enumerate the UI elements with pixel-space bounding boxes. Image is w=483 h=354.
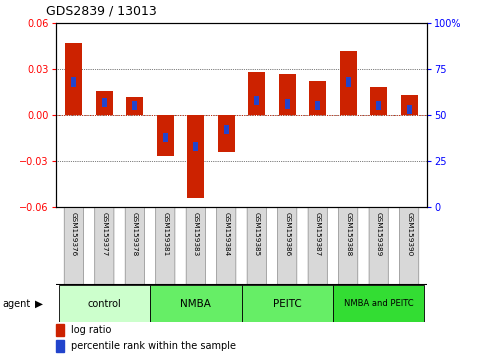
Bar	[401, 95, 417, 115]
Bar	[71, 77, 76, 86]
Bar	[163, 132, 168, 142]
Bar	[248, 72, 265, 115]
Text: GSM159384: GSM159384	[223, 212, 229, 256]
Text: GSM159378: GSM159378	[132, 212, 138, 256]
Bar	[346, 77, 351, 86]
Bar	[242, 285, 333, 322]
Bar	[376, 101, 381, 110]
Text: NMBA: NMBA	[180, 298, 211, 309]
Text: GSM159377: GSM159377	[101, 212, 107, 256]
Bar	[127, 97, 143, 115]
Bar	[157, 115, 174, 156]
Text: GSM159390: GSM159390	[406, 212, 412, 256]
Bar	[279, 74, 296, 115]
Text: GSM159383: GSM159383	[193, 212, 199, 256]
Bar	[96, 91, 113, 115]
Text: GDS2839 / 13013: GDS2839 / 13013	[46, 5, 156, 18]
Bar	[66, 43, 82, 115]
Text: GSM159389: GSM159389	[376, 212, 382, 256]
FancyBboxPatch shape	[247, 206, 266, 286]
FancyBboxPatch shape	[339, 206, 358, 286]
Bar	[187, 115, 204, 198]
FancyBboxPatch shape	[95, 206, 114, 286]
FancyBboxPatch shape	[308, 206, 327, 286]
Bar	[340, 51, 356, 115]
Bar	[370, 87, 387, 115]
Bar	[285, 99, 290, 109]
Bar	[309, 81, 326, 115]
Bar	[407, 105, 412, 114]
FancyBboxPatch shape	[369, 206, 388, 286]
FancyBboxPatch shape	[125, 206, 144, 286]
Bar	[56, 324, 64, 336]
Bar	[56, 340, 64, 353]
Text: log ratio: log ratio	[71, 325, 112, 336]
FancyBboxPatch shape	[186, 206, 205, 286]
Text: control: control	[87, 298, 121, 309]
Bar	[150, 285, 242, 322]
Bar	[224, 125, 228, 135]
Text: GSM159386: GSM159386	[284, 212, 290, 256]
Text: NMBA and PEITC: NMBA and PEITC	[344, 299, 413, 308]
Text: GSM159385: GSM159385	[254, 212, 260, 256]
FancyBboxPatch shape	[156, 206, 175, 286]
FancyBboxPatch shape	[217, 206, 236, 286]
Text: percentile rank within the sample: percentile rank within the sample	[71, 341, 237, 352]
Text: ▶: ▶	[35, 298, 43, 309]
FancyBboxPatch shape	[278, 206, 297, 286]
FancyBboxPatch shape	[399, 206, 419, 286]
Bar	[102, 98, 107, 107]
Text: PEITC: PEITC	[273, 298, 301, 309]
Text: GSM159381: GSM159381	[162, 212, 168, 256]
Bar	[255, 96, 259, 105]
Bar	[315, 101, 320, 110]
FancyBboxPatch shape	[64, 206, 84, 286]
Text: GSM159388: GSM159388	[345, 212, 351, 256]
Bar	[58, 285, 150, 322]
Bar	[132, 101, 137, 110]
Text: agent: agent	[2, 298, 30, 309]
Text: GSM159376: GSM159376	[71, 212, 77, 256]
Bar	[193, 142, 198, 151]
Bar	[333, 285, 425, 322]
Bar	[218, 115, 235, 152]
Text: GSM159387: GSM159387	[315, 212, 321, 256]
